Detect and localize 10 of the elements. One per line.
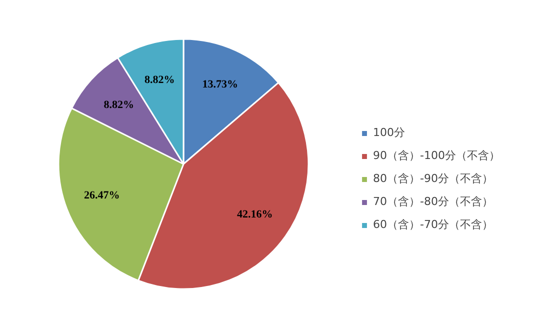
legend-label: 60（含）-70分（不含）: [373, 217, 493, 232]
data-label: 8.82%: [104, 99, 134, 112]
legend-label: 100分: [373, 125, 405, 140]
data-label: 26.47%: [84, 190, 120, 202]
legend-label: 70（含）-80分（不含）: [373, 194, 493, 209]
data-label: 13.73%: [202, 78, 238, 91]
data-label: 8.82%: [144, 74, 175, 86]
legend-label: 80（含）-90分（不含）: [373, 171, 493, 186]
data-label: 42.16%: [237, 208, 273, 221]
legend-label: 90（含）-100分（不含）: [373, 148, 500, 163]
